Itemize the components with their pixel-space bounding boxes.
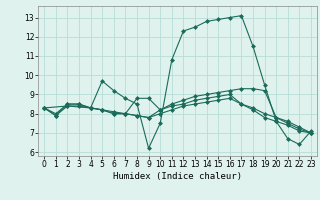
X-axis label: Humidex (Indice chaleur): Humidex (Indice chaleur) xyxy=(113,172,242,181)
